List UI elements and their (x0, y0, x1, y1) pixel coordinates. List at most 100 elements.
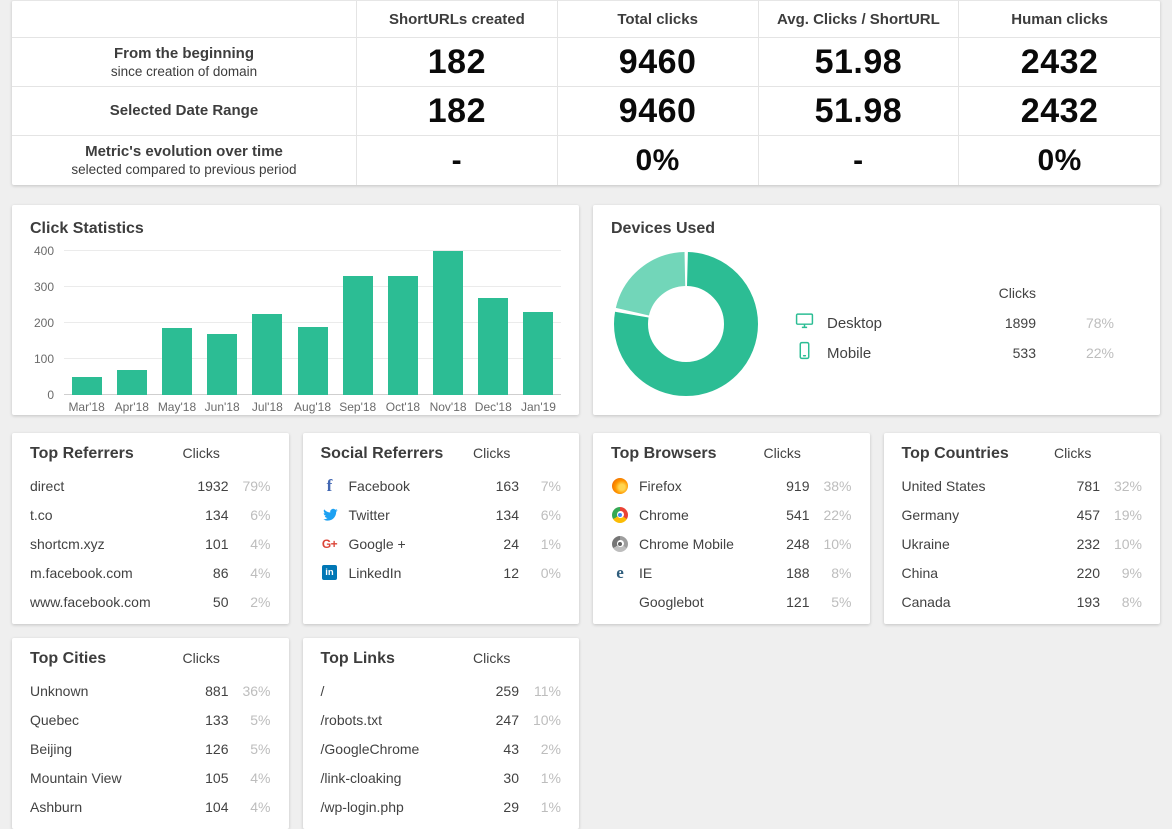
list-item-label: Germany (901, 506, 960, 523)
beginning-shorturls: 182 (427, 42, 486, 81)
list-item-clicks: 220 (1076, 564, 1100, 581)
top-countries-rows: United States 781 32% Germany 457 19% Ukraine 2… (902, 471, 1143, 616)
list-item-percent: 22% (823, 506, 852, 523)
list-item-percent: 8% (1121, 593, 1142, 610)
col-header-shorturls-created: ShortURLs created (357, 1, 558, 38)
list-item-clicks: 919 (786, 477, 810, 494)
list-item-percent: 38% (823, 477, 852, 494)
list-item: Chrome 541 22% (611, 500, 852, 529)
list-item-clicks: 86 (212, 564, 229, 581)
linkedin-icon: in (321, 565, 339, 580)
list-item-percent: 7% (540, 477, 561, 494)
list-item-clicks: 259 (495, 682, 519, 699)
device-percent: 78% (1085, 315, 1114, 331)
top-cities-clicks-header: Clicks (182, 650, 220, 666)
list-item-label: direct (30, 477, 65, 494)
list-item-label: www.facebook.com (30, 593, 151, 610)
list-item-percent: 4% (250, 535, 271, 552)
devices-donut (614, 252, 758, 396)
x-axis-tick: Nov'18 (429, 400, 467, 414)
evolution-total-clicks: 0% (635, 143, 680, 177)
list-item-clicks: 541 (786, 506, 810, 523)
device-clicks: 1899 (1004, 315, 1036, 331)
gridline (64, 322, 561, 323)
bar-chart-plot (64, 250, 561, 395)
social-referrers-rows: f Facebook 163 7% Twitter 134 6% G+ Google + 24 1%… (321, 471, 561, 587)
list-item-percent: 9% (1121, 564, 1142, 581)
ie-icon: e (616, 562, 624, 582)
list-item-clicks: 133 (205, 711, 229, 728)
x-axis-tick: Jan'19 (520, 400, 556, 414)
bar-Dec'18 (478, 297, 509, 395)
device-legend-item: Mobile 533 22% (795, 338, 1114, 368)
row-label-evolution: Metric's evolution over time (85, 143, 283, 160)
list-item: Beijing 126 5% (30, 734, 271, 763)
desktop-icon (795, 311, 827, 335)
list-item-label: LinkedIn (348, 564, 402, 581)
social-referrers-title: Social Referrers (320, 445, 444, 462)
list-item: e IE 188 8% (611, 558, 851, 587)
devices-used-title: Devices Used (611, 220, 716, 237)
y-axis-tick: 0 (47, 388, 54, 402)
list-item: Twitter 134 6% (321, 500, 561, 529)
list-item-label: Facebook (348, 477, 410, 494)
range-total-clicks: 9460 (618, 91, 697, 130)
list-item: f Facebook 163 7% (321, 471, 561, 500)
gridline (64, 250, 561, 251)
list-item: Canada 193 8% (902, 587, 1143, 616)
list-item-percent: 5% (831, 593, 852, 610)
top-referrers-clicks-header: Clicks (182, 445, 220, 461)
list-item-clicks: 188 (786, 564, 810, 581)
list-item-label: Unknown (30, 682, 89, 699)
list-item-percent: 2% (250, 593, 271, 610)
list-item-percent: 0% (540, 564, 561, 581)
x-axis-tick: Apr'18 (114, 400, 149, 414)
list-item-percent: 4% (250, 769, 271, 786)
list-item-label: United States (901, 477, 986, 494)
list-item: United States 781 32% (902, 471, 1143, 500)
list-item-clicks: 101 (205, 535, 229, 552)
top-cities-rows: Unknown 881 36% Quebec 133 5% Beijing 126 5% Moun… (30, 676, 271, 821)
summary-row-range: Selected Date Range 182 9460 51.98 2432 (12, 87, 1160, 136)
list-item-percent: 1% (540, 769, 561, 786)
list-item: China 220 9% (902, 558, 1143, 587)
list-item: Ukraine 232 10% (902, 529, 1143, 558)
list-item-clicks: 104 (205, 798, 229, 815)
bar-May'18 (161, 328, 192, 395)
summary-row-beginning: From the beginning since creation of dom… (12, 38, 1160, 87)
list-item: www.facebook.com 50 2% (30, 587, 271, 616)
facebook-icon: f (326, 475, 333, 495)
list-item-percent: 36% (242, 682, 271, 699)
device-label: Desktop (827, 314, 883, 332)
device-percent: 22% (1085, 345, 1114, 361)
list-item: direct 1932 79% (30, 471, 271, 500)
summary-table: ShortURLs created Total clicks Avg. Clic… (12, 0, 1160, 185)
y-axis-tick: 100 (33, 352, 54, 366)
list-item-label: Quebec (30, 711, 80, 728)
y-axis-tick: 400 (33, 244, 54, 258)
list-item: Germany 457 19% (902, 500, 1143, 529)
list-item-label: Chrome Mobile (639, 535, 734, 552)
list-item-label: Firefox (639, 477, 682, 494)
list-item-clicks: 247 (495, 711, 519, 728)
bar-Apr'18 (116, 369, 147, 395)
device-label: Mobile (827, 344, 872, 362)
bar-Sep'18 (342, 276, 373, 395)
list-item-label: Canada (901, 593, 951, 610)
list-item: Quebec 133 5% (30, 705, 271, 734)
bar-chart-ylabels: 0 100 200 300 400 (30, 244, 64, 402)
range-shorturls: 182 (427, 91, 486, 130)
list-item-label: Ukraine (901, 535, 950, 552)
x-axis-tick: Mar'18 (68, 400, 105, 414)
list-item-percent: 1% (540, 535, 561, 552)
list-item-clicks: 43 (503, 740, 519, 757)
list-item-clicks: 232 (1076, 535, 1100, 552)
list-item: /link-cloaking 30 1% (321, 763, 562, 792)
list-item-clicks: 781 (1076, 477, 1100, 494)
list-item-percent: 11% (534, 682, 561, 699)
x-axis-tick: May'18 (157, 400, 197, 414)
list-item: /robots.txt 247 10% (321, 705, 562, 734)
list-item-clicks: 126 (205, 740, 229, 757)
donut-slice-desktop (614, 252, 758, 396)
list-item-label: Mountain View (30, 769, 122, 786)
